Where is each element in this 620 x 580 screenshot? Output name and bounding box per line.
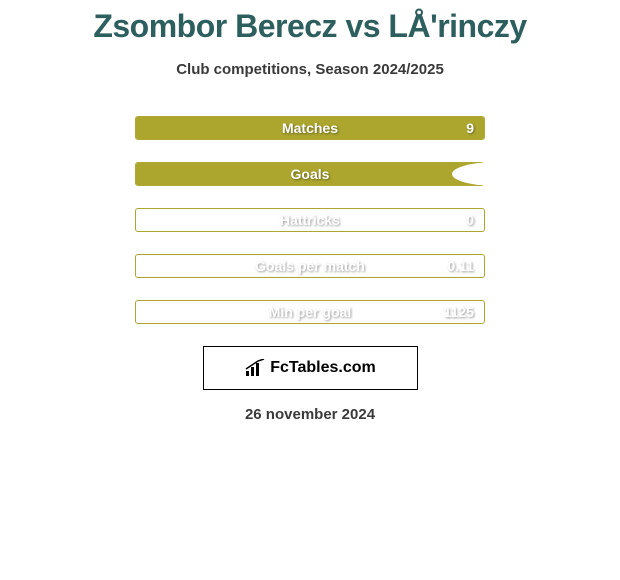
stat-label: Goals per match bbox=[255, 258, 365, 274]
stat-row-hattricks: Hattricks 0 bbox=[0, 208, 620, 232]
logo-content: FcTables.com bbox=[244, 359, 376, 377]
stat-label: Goals bbox=[291, 166, 330, 182]
stat-label: Matches bbox=[282, 120, 338, 136]
chart-icon bbox=[244, 359, 266, 377]
stat-value: 0 bbox=[466, 212, 474, 228]
left-ellipse bbox=[0, 116, 99, 140]
stat-label: Min per goal bbox=[269, 304, 351, 320]
stat-value: 0.11 bbox=[448, 258, 474, 274]
stat-value: 1125 bbox=[444, 304, 474, 320]
stat-row-goals: Goals 1 bbox=[0, 162, 620, 186]
stat-row-matches: Matches 9 bbox=[0, 116, 620, 140]
stat-bar: Matches 9 bbox=[135, 116, 485, 140]
stat-row-goals-per-match: Goals per match 0.11 bbox=[0, 254, 620, 278]
page-title: Zsombor Berecz vs LÅ'rinczy bbox=[0, 0, 620, 45]
stat-label: Hattricks bbox=[280, 212, 340, 228]
stat-bar: Hattricks 0 bbox=[135, 208, 485, 232]
stat-bar: Goals 1 bbox=[135, 162, 485, 186]
right-ellipse bbox=[452, 162, 542, 186]
logo-box: FcTables.com bbox=[203, 346, 418, 390]
subtitle: Club competitions, Season 2024/2025 bbox=[0, 61, 620, 78]
stat-value: 9 bbox=[466, 120, 474, 136]
stat-bar: Min per goal 1125 bbox=[135, 300, 485, 324]
right-ellipse bbox=[521, 116, 620, 140]
stat-bar: Goals per match 0.11 bbox=[135, 254, 485, 278]
logo-text: FcTables.com bbox=[270, 359, 376, 377]
date-text: 26 november 2024 bbox=[0, 406, 620, 423]
stat-row-min-per-goal: Min per goal 1125 bbox=[0, 300, 620, 324]
stats-area: Matches 9 Goals 1 Hattricks 0 bbox=[0, 116, 620, 324]
